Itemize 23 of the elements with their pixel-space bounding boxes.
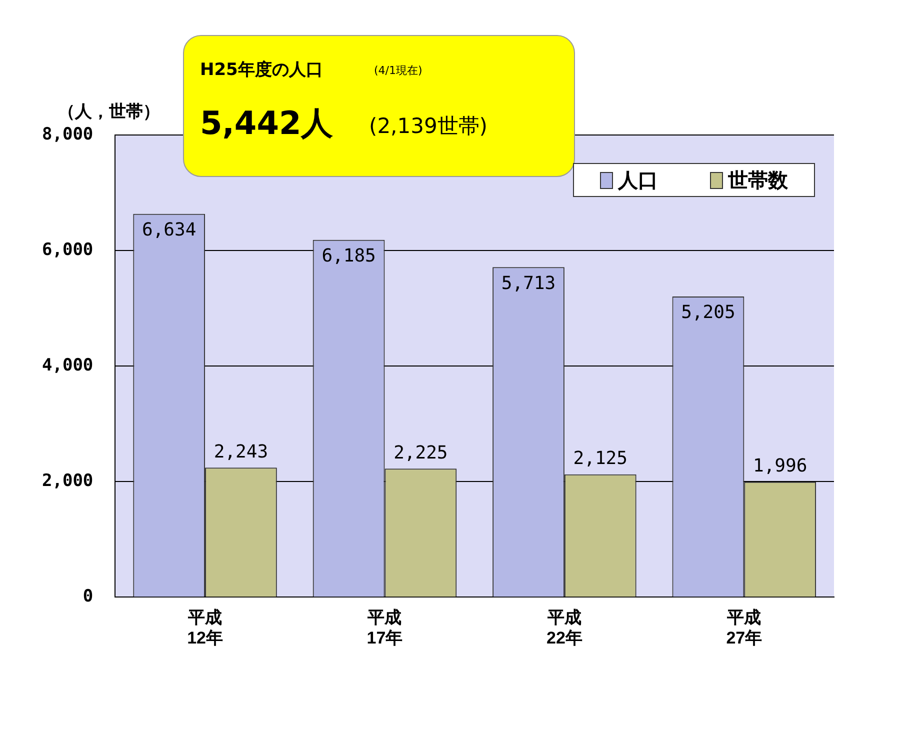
x-tick-label: 平成 17年	[366, 608, 403, 648]
legend-label: 世帯数	[727, 166, 788, 194]
y-tick-label: 8,000	[42, 124, 94, 144]
y-tick-label: 6,000	[42, 240, 94, 260]
y-tick-label: 2,000	[42, 471, 94, 492]
data-label: 5,713	[501, 272, 556, 294]
data-label: 6,634	[142, 220, 196, 241]
legend-label: 人口	[616, 166, 658, 194]
data-label: 5,205	[681, 302, 736, 324]
y-axis-title: （人，世帯）	[58, 101, 160, 123]
x-tick-label: 平成 27年	[726, 608, 762, 648]
data-label: 1,996	[752, 456, 808, 477]
data-label: 6,185	[322, 246, 376, 267]
data-label: 2,225	[394, 442, 448, 464]
y-tick-label: 4,000	[42, 356, 94, 376]
x-tick-label: 平成 22年	[546, 608, 582, 648]
annotation: 5,442人	[200, 103, 334, 144]
data-label: 2,243	[214, 441, 268, 462]
data-label: 2,125	[573, 448, 628, 470]
annotation: (2,139世帯)	[369, 113, 488, 140]
y-tick-label: 0	[82, 586, 94, 607]
x-tick-label: 平成 12年	[187, 608, 223, 648]
callout-box: H25年度の人口 (4/1現在) 5,442人 (2,139世帯)	[183, 35, 575, 177]
